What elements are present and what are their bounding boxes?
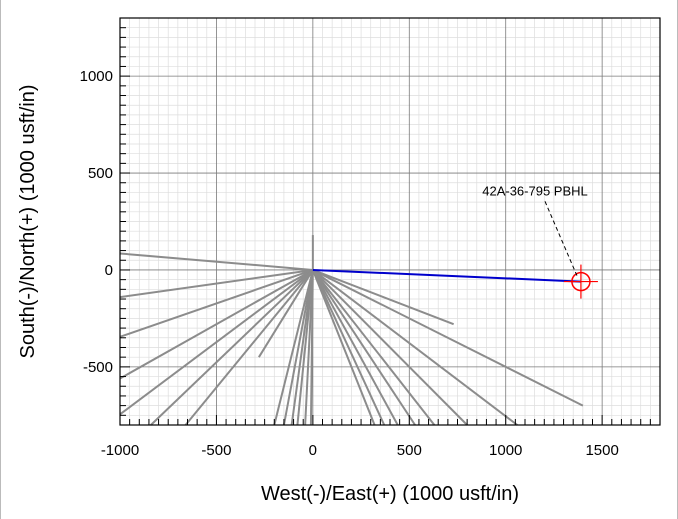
x-tick-label: -1000 [101,442,139,459]
offset-well-line [119,269,314,380]
offset-well-line [184,269,314,426]
offset-well-line [312,269,518,426]
offset-well-line [311,269,399,426]
y-axis-label: South(-)/North(+) (1000 usft/in) [17,85,39,359]
offset-well-line [282,269,314,426]
x-tick-label: 500 [397,442,422,459]
y-tick-labels: -500 0 500 1000 [80,68,113,376]
x-tick-label: 1000 [489,442,522,459]
offset-well-line [312,269,455,326]
subject-well-path [312,268,581,283]
annotation-label: 42A-36-795 PBHL [482,183,588,198]
x-axis-label: West(-)/East(+) (1000 usft/in) [261,483,519,505]
x-tick-label: -500 [201,442,231,459]
offset-well-line [119,252,313,271]
y-tick-label: 0 [105,262,113,279]
offset-well-line [312,269,584,407]
offset-well-line [119,269,314,416]
target-crosshair-icon [563,264,598,299]
x-tick-labels: -1000 -500 0 500 1000 1500 [101,442,619,459]
x-tick-label: 0 [309,442,317,459]
offset-well-line [258,269,314,358]
annotation: 42A-36-795 PBHL [482,183,588,276]
y-tick-label: 1000 [80,68,113,85]
offset-well-line [296,269,314,426]
offset-well-line [312,269,468,426]
plot-border [119,17,661,426]
offset-well-line [119,269,314,338]
offset-well-line [119,268,313,299]
offset-well-line [311,269,376,426]
offset-well-line [311,269,386,426]
subject-well-line [312,268,581,283]
y-tick-label: 500 [88,165,113,182]
offset-well-line [273,269,314,426]
axis-ticks [119,17,661,426]
offset-well-line [150,269,314,426]
y-tick-label: -500 [83,359,113,376]
offset-well-line [312,269,416,426]
offset-well-paths [119,235,584,426]
offset-well-line [309,269,314,426]
offset-well-line [312,269,436,426]
x-tick-label: 1500 [585,442,618,459]
